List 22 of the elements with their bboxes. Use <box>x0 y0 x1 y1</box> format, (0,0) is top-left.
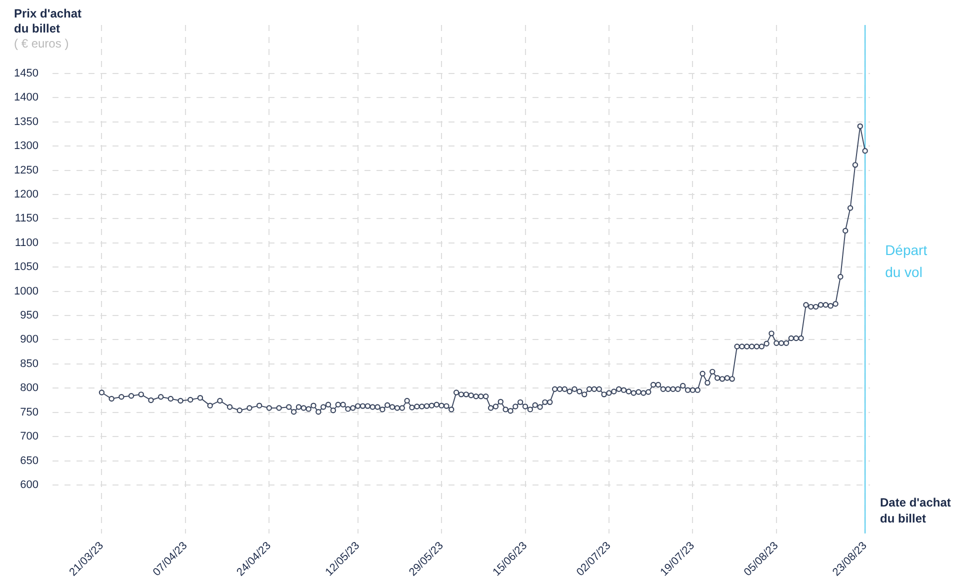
y-tick-label: 1000 <box>14 285 38 298</box>
y-tick-label: 800 <box>20 382 38 394</box>
y-tick-label: 1250 <box>14 164 38 176</box>
y-tick-label: 600 <box>20 479 38 491</box>
y-tick-label: 1450 <box>14 67 38 80</box>
y-tick-label: 1150 <box>14 212 38 225</box>
y-tick-label: 1200 <box>14 188 38 200</box>
annotation: ( € euros ) <box>14 36 69 50</box>
y-tick-label: 950 <box>20 310 38 322</box>
y-tick-label: 1100 <box>14 236 38 249</box>
y-tick-label: 900 <box>20 334 38 346</box>
y-tick-label: 750 <box>20 406 38 418</box>
y-tick-label: 700 <box>20 430 38 443</box>
y-tick-label: 1300 <box>14 140 38 152</box>
y-tick-label: 850 <box>20 358 38 370</box>
ref-line-label: Départ du vol <box>885 242 928 280</box>
y-tick-label: 650 <box>20 454 38 467</box>
y-tick-label: 1050 <box>14 261 38 274</box>
y-tick-label: 1400 <box>14 92 38 104</box>
y-tick-label: 1350 <box>14 116 38 128</box>
x-axis-title: Date d'achat du billet <box>880 496 951 526</box>
y-axis-title: Prix d'achat du billet <box>14 6 82 36</box>
